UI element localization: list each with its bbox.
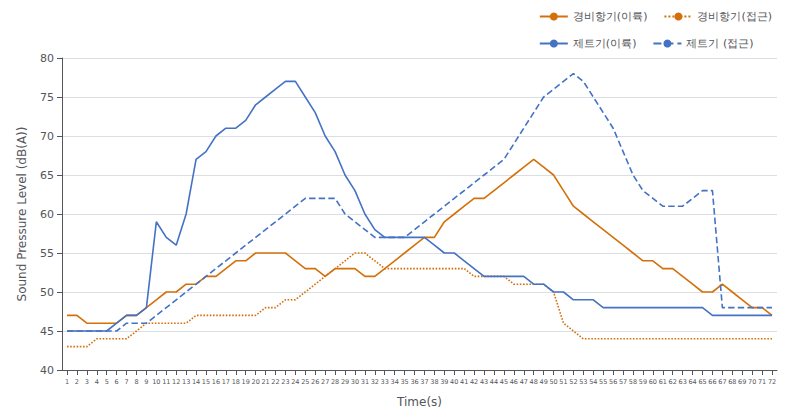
svg-text:21: 21 <box>261 378 269 386</box>
svg-text:26: 26 <box>311 378 319 386</box>
svg-text:18: 18 <box>232 378 240 386</box>
svg-text:17: 17 <box>222 378 230 386</box>
svg-text:40: 40 <box>40 364 54 377</box>
svg-text:8: 8 <box>134 378 138 386</box>
svg-text:38: 38 <box>430 378 438 386</box>
svg-text:11: 11 <box>162 378 170 386</box>
svg-text:68: 68 <box>728 378 736 386</box>
svg-text:56: 56 <box>609 378 617 386</box>
svg-text:Sound Pressure Level (dB(A)): Sound Pressure Level (dB(A)) <box>15 127 29 302</box>
svg-text:42: 42 <box>470 378 478 386</box>
svg-text:3: 3 <box>85 378 89 386</box>
svg-text:58: 58 <box>629 378 637 386</box>
svg-text:경비항기(이륙): 경비항기(이륙) <box>573 10 648 23</box>
svg-text:20: 20 <box>252 378 260 386</box>
svg-text:19: 19 <box>242 378 250 386</box>
svg-text:52: 52 <box>569 378 577 386</box>
svg-text:32: 32 <box>371 378 379 386</box>
svg-text:40: 40 <box>450 378 458 386</box>
svg-text:6: 6 <box>115 378 119 386</box>
svg-text:Time(s): Time(s) <box>396 395 442 409</box>
svg-text:57: 57 <box>619 378 627 386</box>
svg-text:60: 60 <box>40 208 54 221</box>
svg-text:80: 80 <box>40 52 54 65</box>
svg-text:70: 70 <box>748 378 756 386</box>
svg-text:66: 66 <box>708 378 716 386</box>
svg-text:63: 63 <box>679 378 687 386</box>
svg-text:2: 2 <box>75 378 79 386</box>
svg-text:43: 43 <box>480 378 488 386</box>
svg-text:14: 14 <box>192 378 200 386</box>
svg-text:46: 46 <box>510 378 518 386</box>
svg-text:64: 64 <box>688 378 696 386</box>
svg-text:37: 37 <box>420 378 428 386</box>
svg-text:4: 4 <box>95 378 99 386</box>
svg-text:28: 28 <box>331 378 339 386</box>
svg-text:67: 67 <box>718 378 726 386</box>
svg-text:9: 9 <box>144 378 148 386</box>
svg-text:69: 69 <box>738 378 746 386</box>
svg-text:72: 72 <box>768 378 776 386</box>
svg-text:16: 16 <box>212 378 220 386</box>
svg-text:13: 13 <box>182 378 190 386</box>
svg-text:51: 51 <box>559 378 567 386</box>
svg-text:39: 39 <box>440 378 448 386</box>
svg-text:35: 35 <box>400 378 408 386</box>
svg-text:27: 27 <box>321 378 329 386</box>
svg-text:33: 33 <box>381 378 389 386</box>
svg-text:65: 65 <box>698 378 706 386</box>
svg-text:15: 15 <box>202 378 210 386</box>
svg-text:50: 50 <box>549 378 557 386</box>
svg-text:49: 49 <box>539 378 547 386</box>
svg-text:22: 22 <box>271 378 279 386</box>
svg-text:61: 61 <box>659 378 667 386</box>
svg-text:47: 47 <box>520 378 528 386</box>
svg-text:7: 7 <box>124 378 128 386</box>
svg-text:34: 34 <box>391 378 399 386</box>
svg-text:55: 55 <box>40 247 54 260</box>
svg-text:45: 45 <box>500 378 508 386</box>
svg-text:59: 59 <box>639 378 647 386</box>
svg-text:50: 50 <box>40 286 54 299</box>
svg-text:12: 12 <box>172 378 180 386</box>
svg-text:25: 25 <box>301 378 309 386</box>
svg-text:1: 1 <box>65 378 69 386</box>
svg-text:44: 44 <box>490 378 498 386</box>
svg-text:62: 62 <box>669 378 677 386</box>
svg-text:45: 45 <box>40 325 54 338</box>
svg-text:5: 5 <box>105 378 109 386</box>
svg-text:31: 31 <box>361 378 369 386</box>
svg-text:48: 48 <box>530 378 538 386</box>
svg-text:29: 29 <box>341 378 349 386</box>
svg-text:10: 10 <box>152 378 160 386</box>
svg-text:60: 60 <box>649 378 657 386</box>
svg-text:53: 53 <box>579 378 587 386</box>
svg-text:23: 23 <box>281 378 289 386</box>
svg-text:54: 54 <box>589 378 597 386</box>
svg-text:70: 70 <box>40 130 54 143</box>
svg-text:71: 71 <box>758 378 766 386</box>
svg-text:65: 65 <box>40 169 54 182</box>
svg-text:75: 75 <box>40 91 54 104</box>
svg-text:36: 36 <box>410 378 418 386</box>
svg-text:55: 55 <box>599 378 607 386</box>
svg-text:제트기(이륙): 제트기(이륙) <box>573 37 637 50</box>
svg-text:경비항기(접근): 경비항기(접근) <box>697 10 772 23</box>
svg-text:제트기 (접근): 제트기 (접근) <box>686 37 753 50</box>
svg-text:30: 30 <box>351 378 359 386</box>
svg-text:24: 24 <box>291 378 299 386</box>
svg-text:41: 41 <box>460 378 468 386</box>
